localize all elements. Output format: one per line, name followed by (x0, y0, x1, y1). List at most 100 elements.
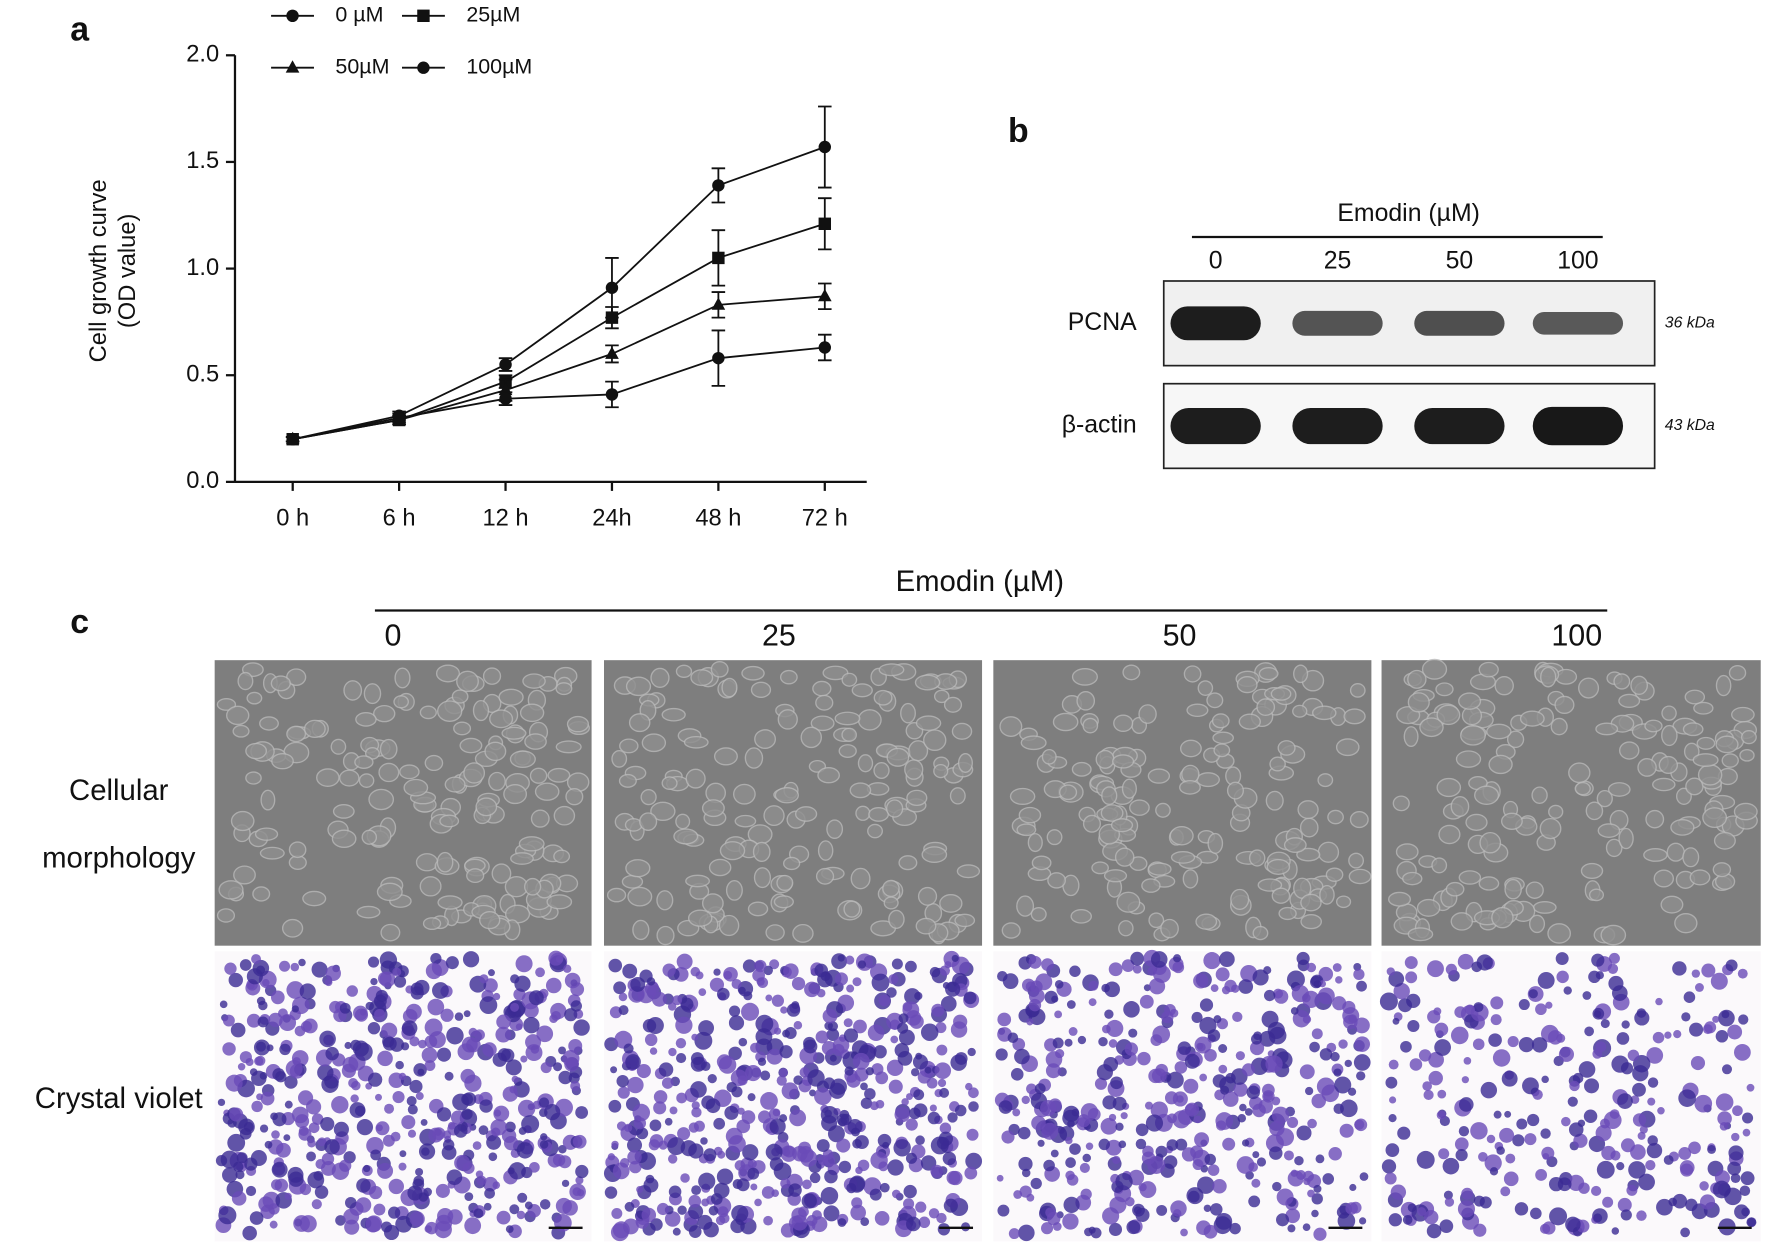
stained-cell (1225, 1072, 1236, 1084)
stained-cell (698, 1172, 716, 1190)
stained-cell (998, 1100, 1013, 1114)
stained-cell (1212, 1178, 1227, 1194)
stained-cell (1611, 1055, 1629, 1073)
cell (1607, 782, 1631, 797)
stained-cell (675, 1016, 693, 1034)
stained-cell (256, 996, 266, 1006)
stained-cell (1098, 1138, 1111, 1151)
stained-cell (1233, 1082, 1248, 1097)
cell (246, 691, 263, 705)
stained-cell (779, 1068, 788, 1077)
cell (685, 768, 706, 789)
stained-cell (1307, 1189, 1315, 1198)
y-axis-title: (OD value) (115, 214, 141, 329)
cell (270, 675, 291, 692)
cell (1213, 743, 1231, 758)
stained-cell (1728, 1145, 1744, 1161)
stained-cell (1094, 1077, 1108, 1090)
cell (1070, 909, 1092, 924)
stained-cell (524, 1201, 533, 1210)
cell (1238, 713, 1261, 730)
stained-cell (1204, 1153, 1216, 1166)
marker (711, 297, 726, 310)
stained-cell (668, 1185, 682, 1199)
stained-cell (1490, 1014, 1502, 1026)
stained-cell (1445, 963, 1457, 976)
stained-cell (1707, 1145, 1716, 1154)
cell (1269, 756, 1286, 772)
stained-cell (1480, 1081, 1498, 1099)
cell (1018, 806, 1042, 824)
cell (1271, 887, 1291, 904)
stained-cell (430, 953, 442, 965)
stained-cell (1422, 1081, 1433, 1091)
stained-cell (736, 1119, 751, 1134)
cell (628, 713, 651, 733)
cell (1030, 907, 1047, 922)
stained-cell (1019, 1185, 1032, 1198)
cell (1095, 749, 1115, 769)
stained-cell (1349, 1183, 1357, 1192)
stained-cell (1607, 963, 1619, 974)
stained-cell (1645, 1159, 1656, 1171)
cell (1674, 912, 1698, 934)
stained-cell (388, 1206, 401, 1219)
stained-cell (622, 963, 638, 979)
stained-cell (1592, 1048, 1603, 1059)
stained-cell (1010, 1068, 1024, 1081)
stained-cell (824, 1169, 838, 1184)
stained-cell (421, 1047, 438, 1063)
cell (1016, 895, 1035, 917)
cell (1504, 878, 1522, 900)
cell (917, 886, 938, 906)
stained-cell (1591, 1185, 1602, 1197)
stained-cell (325, 1046, 339, 1061)
stained-cell (888, 974, 899, 985)
stained-cell (575, 1106, 589, 1119)
cell (1548, 804, 1564, 819)
stained-cell (1098, 1036, 1108, 1047)
stained-cell (551, 1010, 561, 1021)
cell (838, 744, 857, 758)
stained-cell (540, 1133, 548, 1141)
stained-cell (963, 991, 977, 1005)
cell (1478, 876, 1500, 891)
cell (1196, 772, 1220, 788)
stained-cell (365, 1215, 383, 1233)
stained-cell (697, 1214, 713, 1230)
stained-cell (1265, 1055, 1283, 1073)
stained-cell (939, 1087, 950, 1098)
stained-cell (348, 1078, 359, 1088)
stained-cell (799, 1067, 810, 1078)
stained-cell (1150, 951, 1168, 968)
cell (639, 812, 658, 831)
cell (943, 696, 963, 713)
stained-cell (555, 1197, 572, 1214)
stained-cell (1088, 998, 1097, 1007)
cell (687, 909, 713, 927)
stained-cell (701, 1198, 710, 1207)
cell (1031, 855, 1052, 871)
stained-cell (943, 1198, 958, 1213)
cell (661, 776, 678, 791)
stained-cell (375, 1093, 382, 1101)
stained-cell (244, 1157, 258, 1171)
stained-cell (517, 1099, 536, 1118)
stained-cell (1672, 961, 1687, 976)
stained-cell (1701, 963, 1716, 978)
stained-cell (251, 1100, 263, 1113)
stained-cell (1455, 1149, 1468, 1162)
stained-cell (218, 1206, 237, 1225)
cell (794, 806, 818, 822)
stained-cell (1428, 1051, 1444, 1068)
stained-cell (743, 991, 753, 1001)
stained-cell (1082, 1153, 1091, 1163)
stained-cell (1018, 1156, 1033, 1172)
stained-cell (1561, 1116, 1571, 1127)
stained-cell (891, 1189, 901, 1199)
stained-cell (1505, 1153, 1516, 1164)
lane-label: 100 (1557, 247, 1598, 274)
stained-cell (1647, 1077, 1659, 1088)
stained-cell (997, 1012, 1012, 1027)
stained-cell (924, 1066, 932, 1074)
